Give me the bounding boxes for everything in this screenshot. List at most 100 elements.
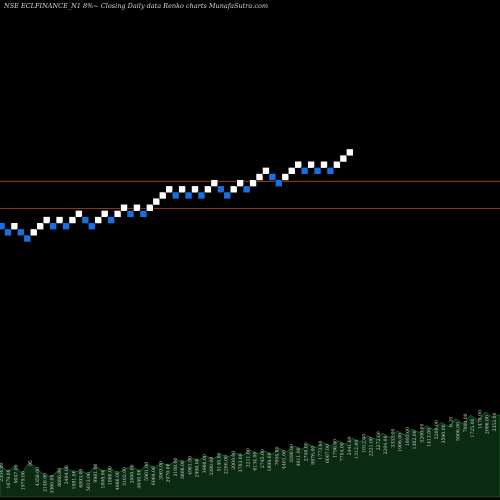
- down-brick: [313, 167, 322, 175]
- down-brick: [242, 185, 251, 194]
- volume-label: 2009.00: [231, 451, 237, 470]
- volume-label: 1893.00: [405, 427, 411, 446]
- volume-label: 3966.00: [202, 454, 208, 473]
- volume-label: 1899.00: [267, 452, 273, 471]
- up-brick: [75, 210, 83, 218]
- volume-label: 5206.00: [419, 424, 425, 443]
- volume-label: 3963.00: [158, 461, 164, 480]
- volume-label: 2404.00: [64, 465, 70, 484]
- volume-label: 95: [28, 460, 34, 466]
- volume-label: 1906.00: [398, 433, 404, 452]
- volume-label: 4358.00: [35, 467, 41, 486]
- volume-label: 7754.00: [340, 442, 346, 461]
- volume-label: 3102.00: [122, 467, 128, 486]
- down-brick: [184, 191, 193, 200]
- up-brick: [55, 216, 64, 224]
- up-brick: [152, 197, 161, 206]
- volume-label: 2221.00: [369, 437, 375, 456]
- volume-label: 4911.00: [296, 447, 302, 466]
- down-brick: [139, 210, 148, 218]
- up-brick: [345, 148, 354, 157]
- volume-label: 1981.00: [71, 470, 77, 489]
- up-brick: [178, 185, 186, 194]
- volume-label: 2146.00: [42, 473, 48, 492]
- down-brick: [81, 216, 90, 224]
- up-brick: [281, 173, 290, 181]
- renko-bricks: [0, 148, 354, 243]
- volume-label: 3380.00: [209, 457, 215, 476]
- up-brick: [229, 185, 238, 194]
- up-brick: [210, 179, 219, 187]
- up-brick: [191, 185, 199, 194]
- volume-label: 3390.00: [289, 444, 295, 463]
- down-brick: [107, 216, 115, 224]
- volume-label: 5200.00: [434, 420, 440, 439]
- volume-label: 2354.00: [0, 463, 5, 482]
- volume-label: 1413.00: [427, 428, 433, 447]
- down-brick: [171, 191, 180, 200]
- up-brick: [204, 185, 212, 194]
- down-brick: [88, 222, 96, 230]
- up-brick: [146, 203, 154, 212]
- up-brick: [249, 179, 257, 187]
- volume-label: 1362.00: [412, 430, 418, 449]
- volume-label: 1312.00: [354, 440, 360, 459]
- down-brick: [23, 234, 32, 243]
- down-brick: [0, 222, 6, 230]
- down-brick: [217, 185, 225, 194]
- volume-label: 8876.00: [311, 446, 317, 465]
- volume-label: 2200.00: [224, 455, 230, 474]
- up-brick: [100, 210, 109, 218]
- volume-label: 2745.00: [260, 449, 266, 468]
- volume-label: 8686.00: [57, 468, 63, 487]
- volume-label: 6134.00: [253, 452, 259, 471]
- volume-label: 4640.00: [137, 469, 143, 488]
- volume-label: 9047.00: [13, 464, 19, 483]
- volume-label: 1012.00: [361, 434, 367, 453]
- volume-label: 5013.00: [86, 472, 92, 491]
- down-brick: [17, 228, 25, 237]
- down-brick: [62, 222, 70, 230]
- down-brick: [275, 179, 283, 187]
- up-brick: [165, 185, 173, 194]
- volume-label: 5906.00: [456, 422, 462, 441]
- volume-label: 1679.00: [6, 469, 12, 488]
- volume-label: 3108.00: [173, 458, 179, 477]
- up-brick: [320, 160, 328, 169]
- down-brick: [268, 173, 277, 181]
- volume-label: 3333.00: [390, 429, 396, 448]
- up-brick: [294, 160, 303, 169]
- up-brick: [262, 167, 270, 175]
- up-brick: [339, 154, 348, 163]
- volume-label: 2441.00: [347, 436, 353, 455]
- volume-label: 4401.00: [282, 450, 288, 469]
- volume-label: 6004.00: [151, 466, 157, 485]
- up-brick: [10, 222, 19, 230]
- up-brick: [255, 173, 264, 181]
- volume-label: 2204.00: [383, 435, 389, 454]
- down-brick: [49, 222, 57, 230]
- volume-label: 5140.00: [216, 452, 222, 471]
- up-brick: [307, 160, 315, 169]
- up-brick: [236, 179, 244, 187]
- volume-label: 3360.00: [50, 475, 56, 494]
- volume-label: 9981.00: [93, 463, 99, 482]
- volume-label: 2000.00: [129, 464, 135, 483]
- down-brick: [326, 167, 335, 175]
- volume-label: 3352.00: [492, 412, 498, 431]
- up-brick: [68, 216, 77, 224]
- volume-label: 1478.00: [477, 410, 483, 429]
- up-brick: [29, 228, 38, 237]
- volume-label: 1979.00: [21, 471, 27, 490]
- down-brick: [300, 167, 309, 175]
- up-brick: [133, 203, 141, 212]
- up-brick: [158, 191, 167, 200]
- volume-label: 2998.00: [195, 458, 201, 477]
- volume-label: 4986.00: [115, 471, 121, 490]
- up-brick: [94, 216, 103, 224]
- volume-label: 1860.00: [108, 466, 114, 485]
- up-brick: [42, 216, 51, 224]
- volume-label: 2740.00: [303, 442, 309, 461]
